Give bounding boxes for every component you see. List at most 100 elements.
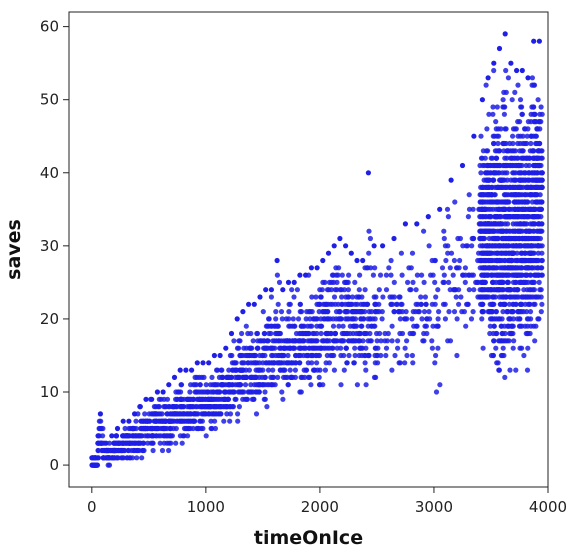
data-point [425,214,431,220]
data-point [494,214,501,220]
data-point [235,418,241,424]
data-point [512,265,518,271]
data-point [109,433,115,439]
data-point [469,243,475,249]
data-point [292,323,298,329]
data-point [507,330,513,337]
data-point [354,323,360,329]
data-point [280,396,286,402]
data-point [331,367,337,373]
data-point [435,345,441,351]
data-point [500,345,506,351]
data-point [460,272,466,278]
data-point [330,323,337,329]
data-point [239,330,245,337]
data-point [273,316,279,322]
data-point [428,272,434,278]
data-point [411,323,417,329]
data-point [491,177,497,183]
data-point [286,301,292,307]
data-point [345,338,352,344]
data-point [95,433,101,439]
data-point [528,243,535,249]
data-point [511,155,517,161]
data-point [457,235,463,242]
data-point [343,345,349,351]
data-point [512,279,519,285]
data-point [500,97,506,103]
data-point [203,382,209,388]
data-point [524,140,530,147]
data-point [500,287,506,293]
data-point [262,330,268,337]
data-point [482,199,489,205]
data-point [535,265,541,271]
data-point [518,221,524,227]
data-point [289,374,295,380]
data-point [338,382,344,388]
data-point [328,287,334,293]
data-point [228,374,234,380]
data-point [510,309,516,315]
data-point [495,235,501,242]
data-point [260,309,266,315]
data-point [285,279,292,285]
data-point [286,309,292,315]
data-point [206,360,212,366]
data-point [517,316,523,322]
data-point [402,345,408,351]
data-point [323,301,329,307]
data-point [219,367,225,373]
data-point [370,316,376,322]
data-point [494,257,500,264]
data-point [380,243,386,249]
data-point [536,279,542,285]
data-point [335,301,341,307]
data-point [432,301,438,307]
data-point [363,382,369,388]
data-point [106,440,113,446]
data-point [268,382,274,388]
data-point [479,309,485,315]
data-point [538,119,544,125]
data-point [495,170,501,176]
data-point [447,338,454,344]
y-tick-label: 20 [40,310,59,328]
data-point [439,265,446,271]
data-point [201,374,207,380]
data-point [175,389,181,395]
data-point [493,119,499,125]
data-point [227,418,233,424]
data-point [368,338,374,344]
data-point [535,250,541,256]
data-point [502,221,508,227]
data-point [129,455,136,461]
data-point [153,433,159,439]
data-point [484,272,490,278]
data-point [364,265,370,271]
data-point [517,140,523,147]
data-point [371,374,378,380]
data-point [531,323,537,329]
data-point [445,214,451,220]
data-point [530,250,536,256]
data-point [226,367,232,373]
data-point [227,382,233,388]
data-point [399,309,405,315]
data-point [264,404,270,410]
data-point [530,221,536,227]
data-point [325,250,332,256]
data-point [173,425,179,432]
data-point [496,243,502,249]
data-point [501,214,507,220]
data-point [450,272,456,278]
data-point [345,294,351,300]
data-point [534,235,540,242]
data-point [185,433,191,439]
data-point [459,162,466,169]
data-point [501,228,507,234]
data-point [488,214,494,220]
data-point [404,338,410,344]
data-point [445,243,451,249]
data-point [435,316,441,322]
